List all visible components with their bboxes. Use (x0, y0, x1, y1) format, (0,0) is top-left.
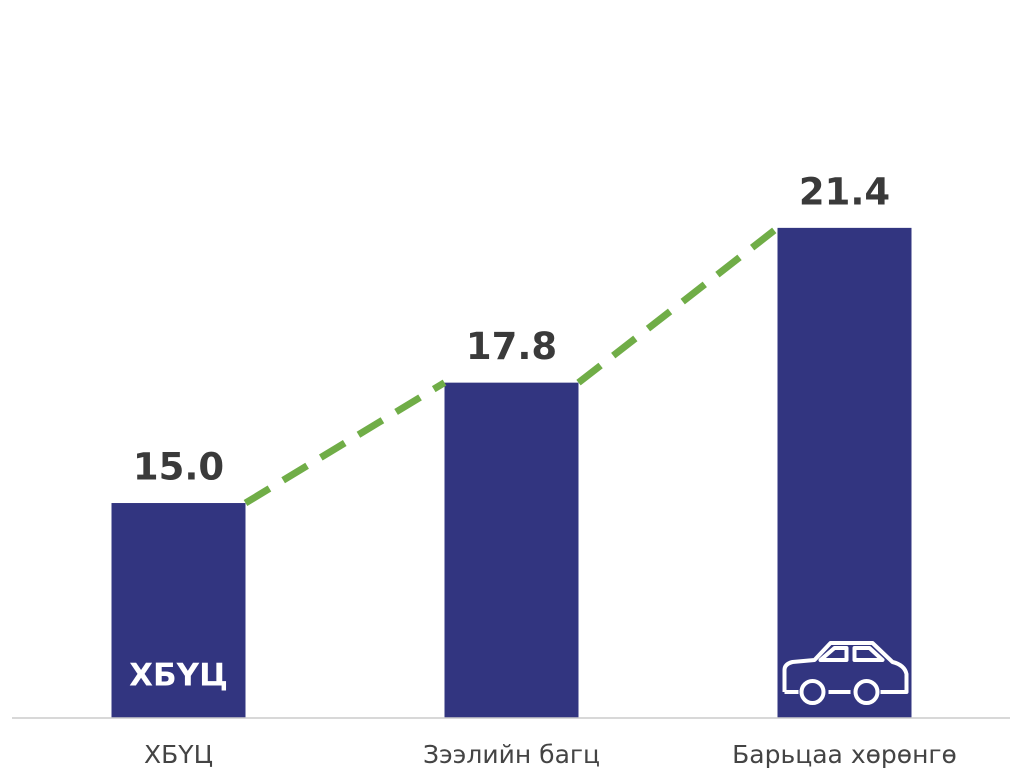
bar (444, 382, 579, 718)
trend-line (243, 379, 447, 507)
trend-line (576, 225, 780, 386)
car-body (782, 641, 909, 694)
car-wheel (799, 679, 826, 705)
x-tick-label: Зээлийн багц (423, 740, 600, 769)
bar-inner-label: ХБҮЦ (129, 658, 228, 694)
value-label: 17.8 (466, 325, 557, 368)
car-icon (782, 641, 909, 705)
value-label: 15.0 (133, 446, 224, 489)
car-wheel (853, 679, 880, 705)
value-label: 21.4 (799, 170, 890, 213)
x-tick-label: ХБҮЦ (144, 740, 213, 769)
x-tick-label: Барьцаа хөрөнгө (732, 740, 957, 769)
bar (777, 227, 912, 718)
car-windows (818, 646, 885, 662)
bar (111, 503, 246, 718)
